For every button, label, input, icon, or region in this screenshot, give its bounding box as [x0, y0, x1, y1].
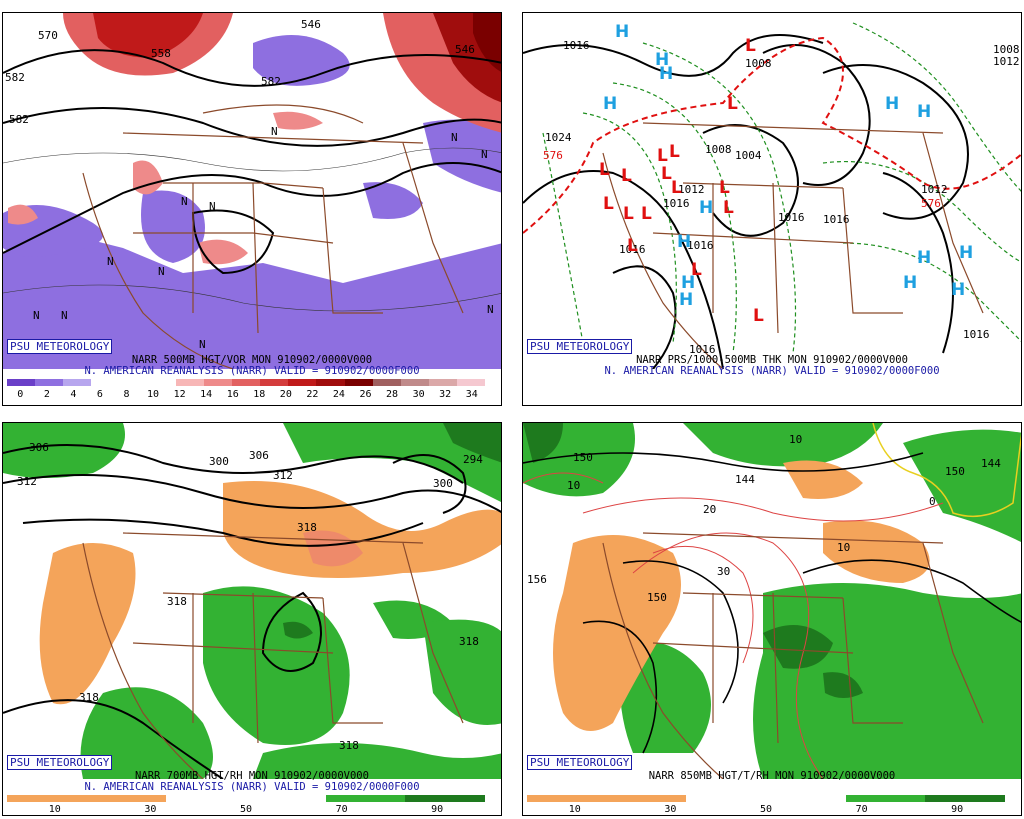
- colorbar-swatch: [246, 795, 326, 802]
- colorbar-swatch: [766, 795, 846, 802]
- colorbar-swatch: [288, 379, 317, 386]
- colorbar-swatch: [232, 379, 261, 386]
- panel-850mb-rh: 150 144 10 20 30 10 156 150 150 144 10 0…: [522, 422, 1022, 816]
- colorbar-ticks: 0 2 4 6 8 10 12 14 16 18 20 22 24 26 28 30 32 34: [7, 389, 485, 401]
- colorbar-tick-label: 30: [664, 804, 677, 815]
- colorbar-tick-label: 10: [147, 389, 160, 400]
- colorbar-swatch: [925, 795, 1006, 802]
- colorbar-swatch: [63, 379, 92, 386]
- colorbar-tick-label: 10: [48, 804, 61, 815]
- panel-700mb-rh: 306 312 306 300 312 318 294 300 318 318 …: [2, 422, 502, 816]
- colorbar-swatch: [91, 379, 120, 386]
- caption-valid: N. AMERICAN REANALYSIS (NARR) VALID = 91…: [84, 781, 420, 793]
- colorbar-swatch: [260, 379, 289, 386]
- colorbar-swatch: [344, 379, 373, 386]
- colorbar-tick-label: 20: [279, 389, 292, 400]
- colorbar-swatch: [686, 795, 767, 802]
- colorbar-tick-label: 10: [568, 804, 581, 815]
- panel-500mb-vorticity: 570 558 582 582 546 546 582 N N N N N N …: [2, 12, 502, 406]
- colorbar-swatch: [119, 379, 148, 386]
- colorbar-swatch: [175, 379, 204, 386]
- colorbar-swatch: [845, 795, 926, 802]
- colorbar-tick-label: 50: [239, 804, 253, 815]
- colorbar-tick-label: 70: [855, 804, 868, 815]
- colorbar-swatch: [7, 379, 36, 386]
- colorbar-tick-label: 16: [226, 389, 239, 400]
- caption-product: NARR 500MB HGT/VOR MON 910902/0000V000: [131, 354, 373, 366]
- colorbar-swatch: [35, 379, 64, 386]
- colorbar-tick-label: 22: [306, 389, 319, 400]
- colorbar-ticks: 10 30 50 70 90: [7, 804, 485, 815]
- colorbar-swatch: [316, 379, 345, 386]
- colorbar-tick-label: 4: [70, 389, 77, 400]
- colorbar-tick-label: 30: [144, 804, 157, 815]
- colorbar-tick-label: 6: [96, 389, 103, 400]
- psu-meteorology-badge: PSU METEOROLOGY: [7, 339, 113, 354]
- colorbar-tick-label: 26: [359, 389, 372, 400]
- colorbar-tick-label: 34: [465, 389, 478, 400]
- colorbar-tick-label: 70: [335, 804, 348, 815]
- colorbar: [527, 795, 1006, 802]
- caption-valid: N. AMERICAN REANALYSIS (NARR) VALID = 91…: [604, 365, 940, 377]
- colorbar-swatch: [325, 795, 406, 802]
- psu-meteorology-badge: PSU METEOROLOGY: [527, 339, 633, 354]
- psu-meteorology-badge: PSU METEOROLOGY: [7, 755, 113, 770]
- colorbar-ticks: 10 30 50 70 90: [527, 804, 1005, 815]
- colorbar-swatch: [7, 795, 87, 802]
- colorbar-tick-label: 50: [759, 804, 773, 815]
- caption-product: NARR 850MB HGT/T/RH MON 910902/0000V000: [648, 770, 896, 782]
- map-pressure: [523, 22, 1021, 369]
- psu-meteorology-badge: PSU METEOROLOGY: [527, 755, 633, 770]
- colorbar-swatch: [405, 795, 486, 802]
- colorbar: [7, 795, 486, 802]
- colorbar-swatch: [203, 379, 232, 386]
- colorbar-swatch: [527, 795, 607, 802]
- caption-product: NARR PRS/1000-500MB THK MON 910902/0000V…: [636, 354, 908, 366]
- colorbar: [7, 379, 486, 386]
- caption-product: NARR 700MB HGT/RH MON 910902/0000V000: [135, 770, 369, 782]
- colorbar-tick-label: 90: [951, 804, 964, 815]
- colorbar-tick-label: 14: [200, 389, 213, 400]
- colorbar-tick-label: 0: [17, 389, 24, 400]
- colorbar-tick-label: 90: [431, 804, 444, 815]
- colorbar-swatch: [372, 379, 401, 386]
- colorbar-tick-label: 2: [43, 389, 50, 400]
- map-700mb: [3, 423, 501, 779]
- colorbar-swatch: [147, 379, 176, 386]
- colorbar-tick-label: 30: [412, 389, 425, 400]
- colorbar-swatch: [86, 795, 167, 802]
- colorbar-tick-label: 24: [332, 389, 345, 400]
- colorbar-swatch: [400, 379, 429, 386]
- panel-pressure-thickness: 1016 1008 1024 1012 1008 1004 1016 1016 …: [522, 12, 1022, 406]
- caption-valid: N. AMERICAN REANALYSIS (NARR) VALID = 91…: [84, 365, 420, 377]
- map-500mb: [3, 13, 501, 369]
- colorbar-tick-label: 32: [439, 389, 452, 400]
- map-850mb: [523, 423, 1021, 779]
- colorbar-swatch: [457, 379, 486, 386]
- colorbar-tick-label: 18: [253, 389, 266, 400]
- colorbar-tick-label: 12: [173, 389, 186, 400]
- colorbar-swatch: [428, 379, 457, 386]
- colorbar-tick-label: 8: [123, 389, 130, 400]
- colorbar-tick-label: 28: [386, 389, 399, 400]
- colorbar-swatch: [166, 795, 247, 802]
- colorbar-swatch: [606, 795, 687, 802]
